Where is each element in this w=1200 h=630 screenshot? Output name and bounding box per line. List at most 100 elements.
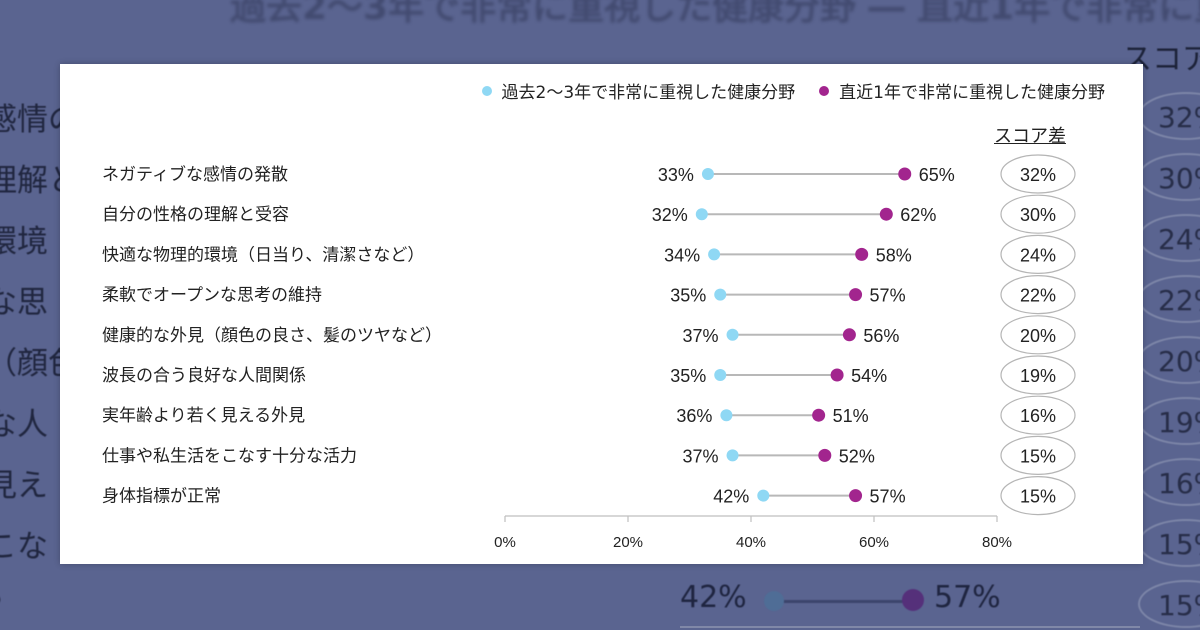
recent-value-label: 57% [870,487,906,507]
recent-marker [879,207,893,221]
score-diff-value: 32% [1020,165,1056,185]
x-tick-label: 40% [736,534,766,551]
background-label: な思 [0,285,48,321]
past-value-label: 32% [652,205,688,225]
category-label: 健康的な外見（顔色の良さ、髪のツヤなど） [102,326,442,346]
background-connector [772,600,912,603]
score-diff-badge [1000,355,1076,395]
background-score-badge: 19% [1138,397,1200,445]
background-past-marker [764,591,784,611]
past-value-label: 37% [683,446,719,466]
chart-card: 過去2〜3年で非常に重視した健康分野 直近1年で非常に重視した健康分野 スコア差… [60,64,1143,564]
recent-value-label: 54% [851,366,887,386]
background-recent-marker [902,589,924,611]
score-diff-badge [1000,476,1076,516]
recent-marker [898,167,912,181]
background-axis-line [680,626,1140,628]
past-value-label: 35% [670,286,706,306]
background-score-badge: 24% [1138,214,1200,262]
past-marker [708,248,721,261]
legend-label-past: 過去2〜3年で非常に重視した健康分野 [501,83,796,103]
background-score-badge: 16% [1138,458,1200,506]
recent-marker [830,368,844,382]
score-diff-value: 15% [1020,446,1056,466]
category-label: ネガティブな感情の発散 [102,164,288,185]
score-diff-value: 30% [1020,205,1056,225]
category-label: 実年齢より若く見える外見 [102,406,305,426]
background-title: 過去2〜3年で非常に重視した健康分野 ― 直近1年で非常に重視した健康分野 [230,0,1200,28]
past-value-label: 42% [713,487,749,507]
past-marker [726,328,739,341]
past-value-label: 36% [676,406,712,426]
score-diff-value: 22% [1020,286,1056,306]
score-diff-badge [1000,234,1076,274]
score-diff-badge [1000,435,1076,475]
background-score-badge: 15% [1138,519,1200,567]
background-label: な人 [0,407,48,443]
recent-value-label: 56% [863,326,899,346]
recent-value-label: 65% [919,165,955,185]
x-tick-label: 80% [982,534,1012,551]
category-label: 柔軟でオープンな思考の維持 [102,286,322,306]
score-diff-value: 19% [1020,366,1056,386]
x-tick-label: 20% [613,534,643,551]
past-marker [720,409,733,422]
recent-marker [855,247,869,261]
background-score-badge: 20% [1138,336,1200,384]
background-label: こな [0,529,48,565]
legend-item-past: 過去2〜3年で非常に重視した健康分野 [481,78,796,103]
score-diff-header: スコア差 [994,126,1066,147]
recent-value-label: 52% [839,446,875,466]
background-past-value: 42% [680,580,747,615]
score-diff-badge [1000,275,1076,315]
background-score-badge: 15% [1138,580,1200,628]
past-marker [695,208,708,221]
recent-marker [818,448,832,462]
legend: 過去2〜3年で非常に重視した健康分野 直近1年で非常に重視した健康分野 [458,78,1105,103]
legend-marker-past [481,85,492,96]
background-score-badge: 30% [1138,153,1200,201]
category-label: 自分の性格の理解と受容 [102,205,289,225]
recent-value-label: 62% [900,205,936,225]
background-label: 環境 [0,224,48,260]
category-label: 仕事や私生活をこなす十分な活力 [102,446,357,466]
past-marker [757,489,770,502]
legend-marker-recent [819,85,830,96]
past-value-label: 37% [683,326,719,346]
past-value-label: 33% [658,165,694,185]
x-tick-label: 0% [494,534,516,551]
dumbbell-plot: ネガティブな感情の発散 33% 65% 32% 自分の性格の理解と受容 32% 62% 30%… [102,154,1076,551]
background-score-badge: 22% [1138,275,1200,323]
recent-marker [849,288,863,302]
score-diff-badge [1000,315,1076,355]
recent-marker [812,408,826,422]
score-diff-value: 24% [1020,245,1056,265]
legend-item-recent: 直近1年で非常に重視した健康分野 [819,78,1105,103]
score-diff-badge [1000,194,1076,234]
category-label: 快適な物理的環境（日当り、清潔さなど） [102,245,424,265]
category-label: 身体指標が正常 [102,487,221,507]
past-marker [701,168,714,180]
past-marker [726,449,739,462]
score-diff-badge [1000,154,1076,194]
legend-label-recent: 直近1年で非常に重視した健康分野 [839,83,1105,103]
recent-marker [842,328,856,342]
background-label: 見え [0,468,48,504]
score-diff-value: 16% [1020,406,1056,426]
background-score-badge: 32% [1138,92,1200,140]
past-marker [714,288,727,301]
recent-value-label: 57% [870,286,906,306]
past-marker [714,369,727,381]
category-label: 波長の合う良好な人間関係 [102,366,306,386]
score-diff-value: 15% [1020,487,1056,507]
past-value-label: 35% [670,366,706,386]
past-value-label: 34% [664,245,700,265]
recent-value-label: 58% [876,245,912,265]
score-diff-value: 20% [1020,326,1056,346]
recent-marker [849,489,863,503]
background-label: ？ [0,582,17,627]
x-tick-label: 60% [859,534,889,551]
score-diff-badge [1000,395,1076,435]
recent-value-label: 51% [833,406,869,426]
background-recent-value: 57% [934,580,1001,615]
